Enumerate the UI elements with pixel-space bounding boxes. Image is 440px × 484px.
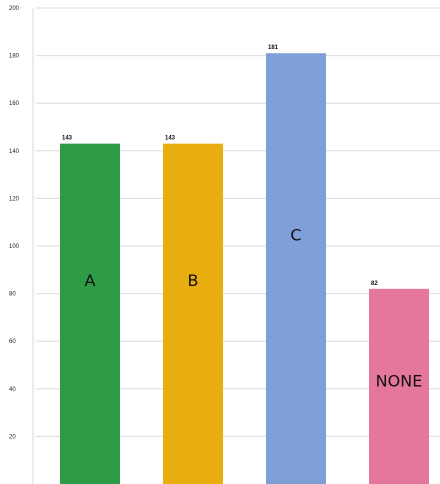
y-tick-label: 200	[9, 6, 20, 12]
category-label: A	[85, 271, 96, 290]
y-tick-label: 160	[9, 101, 20, 107]
y-tick-label: 20	[9, 434, 16, 440]
y-tick-label: 80	[9, 292, 16, 298]
data-label: 82	[371, 281, 378, 287]
bar-c	[266, 53, 326, 484]
data-label: 143	[165, 136, 176, 142]
y-tick-label: 40	[9, 387, 16, 393]
data-label: 181	[268, 45, 279, 51]
bar-b	[163, 143, 223, 484]
category-label: NONE	[376, 371, 423, 390]
y-tick-label: 100	[9, 244, 20, 250]
data-label: 143	[62, 136, 73, 142]
bar-none	[369, 288, 429, 484]
y-tick-label: 60	[9, 339, 16, 345]
y-tick-label: 140	[9, 149, 20, 155]
category-label: C	[290, 226, 301, 245]
y-tick-label: 120	[9, 196, 20, 202]
bar-a	[60, 143, 120, 484]
category-label: B	[188, 271, 199, 290]
y-tick-label: 180	[9, 54, 20, 60]
